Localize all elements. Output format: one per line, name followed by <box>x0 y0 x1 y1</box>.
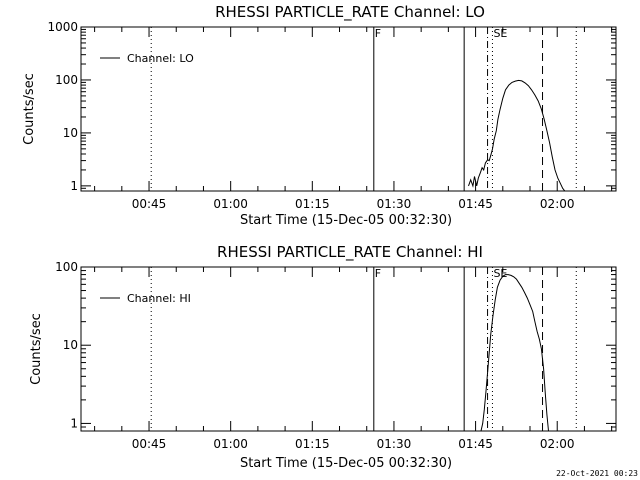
x-tick-label: 01:15 <box>295 197 330 211</box>
x-tick-label: 01:45 <box>458 197 493 211</box>
x-tick-label: 01:45 <box>458 437 493 451</box>
event-marker-label: F <box>375 27 381 40</box>
legend: Channel: LO <box>100 52 194 65</box>
y-tick-label: 100 <box>55 73 78 87</box>
x-tick-label: 00:45 <box>132 197 167 211</box>
x-tick-label: 02:00 <box>540 437 575 451</box>
x-tick-label: 01:30 <box>377 437 412 451</box>
event-markers: F SE <box>150 267 577 431</box>
plot-frame <box>80 26 617 192</box>
chart-title: RHESSI PARTICLE_RATE Channel: LO <box>215 3 485 22</box>
event-marker-label: F <box>375 267 381 280</box>
x-axis-label: Start Time (15-Dec-05 00:32:30) <box>240 213 452 228</box>
x-tick-label: 01:30 <box>377 197 412 211</box>
series-line <box>480 274 549 432</box>
chart-title: RHESSI PARTICLE_RATE Channel: HI <box>217 243 483 262</box>
event-marker-label: SE <box>493 27 507 40</box>
series-lines <box>468 79 566 192</box>
chart-panel-hi: RHESSI PARTICLE_RATE Channel: HI 110100 … <box>29 243 617 471</box>
x-tick-label: 01:00 <box>213 197 248 211</box>
legend-entry: Channel: HI <box>127 292 191 305</box>
x-tick-label: 02:00 <box>540 197 575 211</box>
y-tick-label: 1 <box>70 179 78 193</box>
y-axis-ticks: 1 10 100 1000 <box>47 20 616 193</box>
series-lines <box>480 274 549 432</box>
x-tick-label: 01:00 <box>213 437 248 451</box>
y-tick-label: 1 <box>70 416 78 430</box>
y-axis-label: Counts/sec <box>22 73 37 145</box>
event-marker-label: SE <box>493 267 507 280</box>
chart-panel-lo: RHESSI PARTICLE_RATE Channel: LO 1101001… <box>22 3 617 228</box>
legend-entry: Channel: LO <box>127 52 194 65</box>
y-axis-ticks: 1 10 100 <box>55 260 616 432</box>
x-axis-label: Start Time (15-Dec-05 00:32:30) <box>240 456 452 471</box>
series-line <box>468 79 566 192</box>
y-tick-label: 10 <box>63 338 78 352</box>
y-tick-label: 100 <box>55 260 78 274</box>
x-axis-ticks: 00:45 01:00 01:15 01:30 01:45 02:00 <box>94 27 613 211</box>
y-axis-label: Counts/sec <box>29 313 44 385</box>
generation-timestamp: 22-Oct-2021 00:23 <box>556 469 638 478</box>
event-markers: F SE <box>150 27 577 191</box>
x-tick-label: 00:45 <box>132 437 167 451</box>
x-axis-ticks: 00:45 01:00 01:15 01:30 01:45 02:00 <box>94 267 613 451</box>
x-tick-label: 01:15 <box>295 437 330 451</box>
y-tick-label: 1000 <box>47 20 78 34</box>
y-tick-label: 10 <box>63 126 78 140</box>
legend: Channel: HI <box>100 292 191 305</box>
